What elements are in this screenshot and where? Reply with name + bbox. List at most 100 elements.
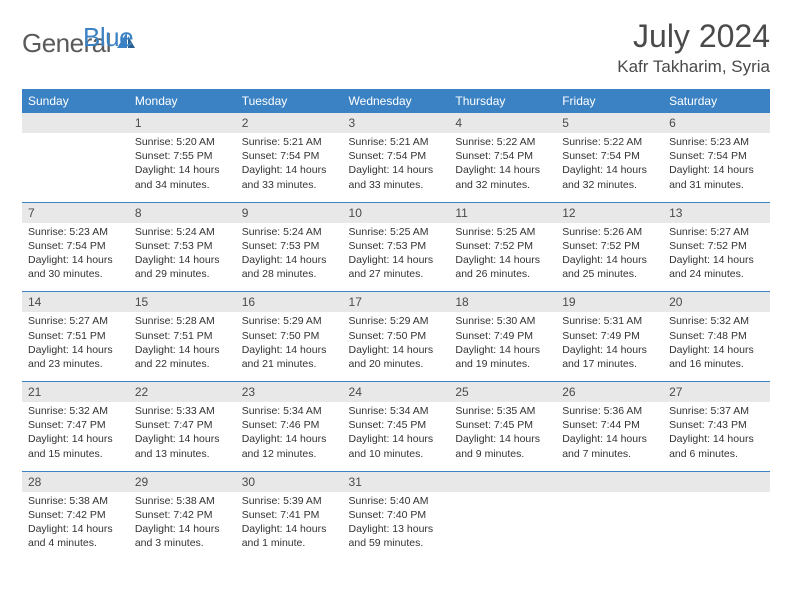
day-detail-line: Sunset: 7:41 PM: [242, 508, 337, 522]
day-detail-line: Sunrise: 5:21 AM: [349, 135, 444, 149]
day-detail-line: Sunrise: 5:30 AM: [455, 314, 550, 328]
content-row: Sunrise: 5:32 AMSunset: 7:47 PMDaylight:…: [22, 402, 770, 471]
day-number: 27: [663, 382, 770, 403]
day-detail-line: Daylight: 14 hours and 21 minutes.: [242, 343, 337, 371]
day-number: 9: [236, 202, 343, 223]
day-number: 3: [343, 113, 450, 133]
day-cell: Sunrise: 5:28 AMSunset: 7:51 PMDaylight:…: [129, 312, 236, 381]
day-detail-line: Sunset: 7:53 PM: [242, 239, 337, 253]
day-detail-line: Sunset: 7:53 PM: [135, 239, 230, 253]
day-detail-line: Sunrise: 5:29 AM: [349, 314, 444, 328]
day-number: 26: [556, 382, 663, 403]
day-detail-line: Daylight: 14 hours and 19 minutes.: [455, 343, 550, 371]
day-number: 14: [22, 292, 129, 313]
day-number: 5: [556, 113, 663, 133]
day-number: 8: [129, 202, 236, 223]
day-detail-line: Sunset: 7:46 PM: [242, 418, 337, 432]
day-header: Saturday: [663, 89, 770, 113]
day-detail-line: Sunset: 7:45 PM: [455, 418, 550, 432]
day-detail-line: Daylight: 14 hours and 34 minutes.: [135, 163, 230, 191]
day-detail-line: Sunrise: 5:37 AM: [669, 404, 764, 418]
day-number: 13: [663, 202, 770, 223]
day-header: Friday: [556, 89, 663, 113]
daynum-row: 14151617181920: [22, 292, 770, 313]
day-detail-line: Daylight: 14 hours and 17 minutes.: [562, 343, 657, 371]
day-number: 11: [449, 202, 556, 223]
day-detail-line: Sunset: 7:51 PM: [135, 329, 230, 343]
day-cell: Sunrise: 5:38 AMSunset: 7:42 PMDaylight:…: [22, 492, 129, 561]
day-cell: Sunrise: 5:31 AMSunset: 7:49 PMDaylight:…: [556, 312, 663, 381]
day-cell: Sunrise: 5:32 AMSunset: 7:48 PMDaylight:…: [663, 312, 770, 381]
day-detail-line: Sunrise: 5:32 AM: [669, 314, 764, 328]
day-detail-line: Sunrise: 5:26 AM: [562, 225, 657, 239]
day-header: Monday: [129, 89, 236, 113]
day-detail-line: Sunrise: 5:22 AM: [562, 135, 657, 149]
day-detail-line: Daylight: 14 hours and 33 minutes.: [349, 163, 444, 191]
day-cell: Sunrise: 5:35 AMSunset: 7:45 PMDaylight:…: [449, 402, 556, 471]
day-number: 24: [343, 382, 450, 403]
day-number: 28: [22, 471, 129, 492]
day-detail-line: Daylight: 13 hours and 59 minutes.: [349, 522, 444, 550]
day-detail-line: Sunrise: 5:28 AM: [135, 314, 230, 328]
day-detail-line: Sunset: 7:42 PM: [135, 508, 230, 522]
day-detail-line: Sunrise: 5:31 AM: [562, 314, 657, 328]
day-cell: Sunrise: 5:30 AMSunset: 7:49 PMDaylight:…: [449, 312, 556, 381]
day-detail-line: Sunrise: 5:35 AM: [455, 404, 550, 418]
day-detail-line: Daylight: 14 hours and 9 minutes.: [455, 432, 550, 460]
day-number: 17: [343, 292, 450, 313]
day-detail-line: Daylight: 14 hours and 28 minutes.: [242, 253, 337, 281]
day-detail-line: Daylight: 14 hours and 1 minute.: [242, 522, 337, 550]
day-detail-line: Sunrise: 5:20 AM: [135, 135, 230, 149]
day-detail-line: Daylight: 14 hours and 26 minutes.: [455, 253, 550, 281]
day-cell: Sunrise: 5:33 AMSunset: 7:47 PMDaylight:…: [129, 402, 236, 471]
day-cell: Sunrise: 5:20 AMSunset: 7:55 PMDaylight:…: [129, 133, 236, 202]
day-detail-line: Sunset: 7:48 PM: [669, 329, 764, 343]
day-detail-line: Sunrise: 5:27 AM: [669, 225, 764, 239]
day-detail-line: Sunrise: 5:25 AM: [455, 225, 550, 239]
day-cell: Sunrise: 5:23 AMSunset: 7:54 PMDaylight:…: [22, 223, 129, 292]
daynum-row: 28293031: [22, 471, 770, 492]
day-cell: Sunrise: 5:24 AMSunset: 7:53 PMDaylight:…: [236, 223, 343, 292]
day-detail-line: Sunset: 7:52 PM: [669, 239, 764, 253]
day-detail-line: Sunset: 7:50 PM: [242, 329, 337, 343]
day-cell: Sunrise: 5:27 AMSunset: 7:52 PMDaylight:…: [663, 223, 770, 292]
day-detail-line: Sunrise: 5:38 AM: [28, 494, 123, 508]
calendar-table: Sunday Monday Tuesday Wednesday Thursday…: [22, 89, 770, 560]
day-detail-line: Sunset: 7:54 PM: [669, 149, 764, 163]
daynum-row: 21222324252627: [22, 382, 770, 403]
month-title: July 2024: [617, 18, 770, 55]
day-number: 29: [129, 471, 236, 492]
day-cell: Sunrise: 5:32 AMSunset: 7:47 PMDaylight:…: [22, 402, 129, 471]
day-number: 1: [129, 113, 236, 133]
day-detail-line: Sunset: 7:47 PM: [135, 418, 230, 432]
day-cell: Sunrise: 5:36 AMSunset: 7:44 PMDaylight:…: [556, 402, 663, 471]
day-cell: Sunrise: 5:22 AMSunset: 7:54 PMDaylight:…: [556, 133, 663, 202]
day-detail-line: Sunset: 7:51 PM: [28, 329, 123, 343]
day-detail-line: Sunset: 7:40 PM: [349, 508, 444, 522]
day-detail-line: Sunrise: 5:23 AM: [28, 225, 123, 239]
day-number: 31: [343, 471, 450, 492]
day-cell: [22, 133, 129, 202]
day-cell: Sunrise: 5:22 AMSunset: 7:54 PMDaylight:…: [449, 133, 556, 202]
day-number: 18: [449, 292, 556, 313]
day-cell: Sunrise: 5:27 AMSunset: 7:51 PMDaylight:…: [22, 312, 129, 381]
day-detail-line: Daylight: 14 hours and 12 minutes.: [242, 432, 337, 460]
day-cell: Sunrise: 5:40 AMSunset: 7:40 PMDaylight:…: [343, 492, 450, 561]
day-detail-line: Sunrise: 5:34 AM: [242, 404, 337, 418]
day-detail-line: Daylight: 14 hours and 15 minutes.: [28, 432, 123, 460]
day-cell: Sunrise: 5:23 AMSunset: 7:54 PMDaylight:…: [663, 133, 770, 202]
day-detail-line: Daylight: 14 hours and 7 minutes.: [562, 432, 657, 460]
content-row: Sunrise: 5:20 AMSunset: 7:55 PMDaylight:…: [22, 133, 770, 202]
day-detail-line: Sunset: 7:54 PM: [562, 149, 657, 163]
day-detail-line: Sunrise: 5:40 AM: [349, 494, 444, 508]
day-detail-line: Sunset: 7:49 PM: [562, 329, 657, 343]
day-cell: [449, 492, 556, 561]
day-detail-line: Daylight: 14 hours and 32 minutes.: [455, 163, 550, 191]
day-detail-line: Sunset: 7:44 PM: [562, 418, 657, 432]
day-number: [556, 471, 663, 492]
day-detail-line: Daylight: 14 hours and 33 minutes.: [242, 163, 337, 191]
day-detail-line: Daylight: 14 hours and 25 minutes.: [562, 253, 657, 281]
day-detail-line: Daylight: 14 hours and 24 minutes.: [669, 253, 764, 281]
day-detail-line: Sunset: 7:49 PM: [455, 329, 550, 343]
content-row: Sunrise: 5:27 AMSunset: 7:51 PMDaylight:…: [22, 312, 770, 381]
